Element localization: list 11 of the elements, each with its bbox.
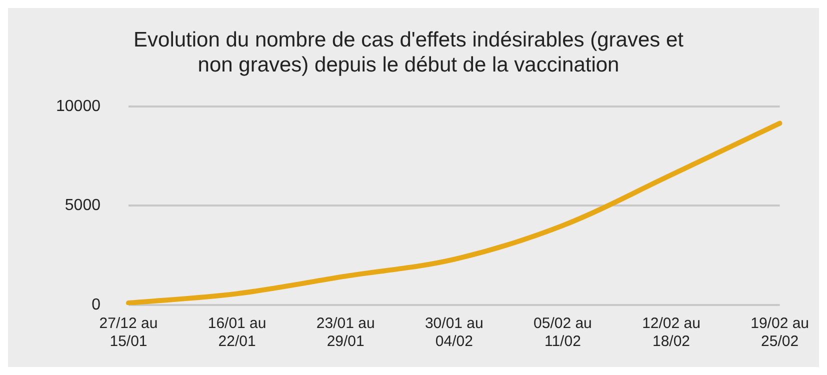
x-tick-label: 05/02 au 11/02: [534, 315, 592, 350]
x-tick-label: 12/02 au 18/02: [642, 315, 700, 350]
x-tick-label: 16/01 au 22/01: [208, 315, 266, 350]
x-tick-label: 19/02 au 25/02: [750, 315, 809, 350]
y-tick-label: 10000: [56, 98, 101, 115]
x-tick-label: 30/01 au 04/02: [424, 315, 484, 350]
y-tick-label: 0: [92, 296, 101, 314]
x-tick-label: 27/12 au 15/01: [99, 315, 158, 350]
chart-title: Evolution du nombre de cas d'effets indésirables (graves et non graves) depuis le début de la vaccination: [134, 28, 684, 77]
y-tick-label: 5000: [64, 197, 101, 214]
x-tick-label: 23/01 au 29/01: [316, 315, 375, 350]
